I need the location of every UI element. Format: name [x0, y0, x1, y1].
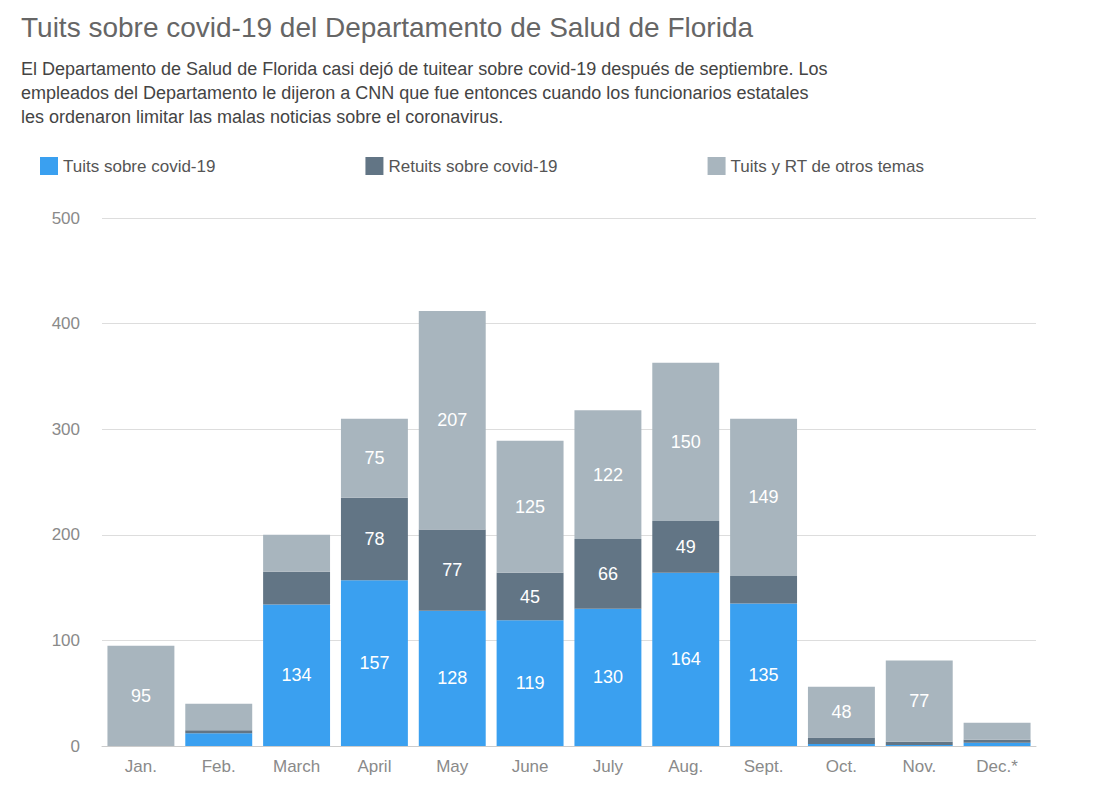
svg-text:Tuits sobre covid-19: Tuits sobre covid-19 [63, 157, 215, 176]
svg-text:May: May [436, 757, 469, 776]
svg-text:Dec.*: Dec.* [976, 757, 1018, 776]
svg-text:Feb.: Feb. [202, 757, 236, 776]
svg-text:Tuits sobre covid-19 del Depar: Tuits sobre covid-19 del Departamento de… [21, 12, 753, 43]
svg-text:45: 45 [520, 587, 540, 607]
svg-text:49: 49 [676, 537, 696, 557]
svg-text:empleados del Departamento le: empleados del Departamento le dijeron a … [21, 83, 808, 103]
svg-text:66: 66 [598, 564, 618, 584]
svg-text:June: June [512, 757, 549, 776]
svg-text:125: 125 [515, 497, 545, 517]
svg-text:128: 128 [437, 668, 467, 688]
svg-text:0: 0 [71, 737, 80, 756]
svg-text:Aug.: Aug. [668, 757, 703, 776]
svg-text:95: 95 [131, 686, 151, 706]
svg-text:135: 135 [749, 665, 779, 685]
svg-text:77: 77 [909, 691, 929, 711]
svg-text:Oct.: Oct. [826, 757, 857, 776]
svg-text:Retuits sobre covid-19: Retuits sobre covid-19 [388, 157, 557, 176]
svg-text:78: 78 [364, 529, 384, 549]
svg-text:April: April [357, 757, 391, 776]
svg-text:77: 77 [442, 560, 462, 580]
svg-text:El Departamento de Salud de Fl: El Departamento de Salud de Florida casi… [21, 59, 827, 79]
svg-text:Nov.: Nov. [902, 757, 936, 776]
svg-text:March: March [273, 757, 320, 776]
svg-text:les ordenaron limitar las mala: les ordenaron limitar las malas noticias… [21, 107, 503, 127]
svg-text:300: 300 [52, 420, 80, 439]
svg-text:400: 400 [52, 314, 80, 333]
svg-text:Tuits y RT de otros temas: Tuits y RT de otros temas [731, 157, 924, 176]
svg-text:149: 149 [749, 487, 779, 507]
svg-text:75: 75 [364, 448, 384, 468]
svg-text:100: 100 [52, 631, 80, 650]
svg-text:134: 134 [282, 665, 312, 685]
svg-text:157: 157 [359, 653, 389, 673]
svg-text:164: 164 [671, 649, 701, 669]
svg-text:500: 500 [52, 209, 80, 228]
svg-text:July: July [593, 757, 624, 776]
svg-text:Sept.: Sept. [744, 757, 784, 776]
svg-text:119: 119 [516, 673, 545, 693]
svg-text:207: 207 [437, 410, 467, 430]
svg-text:130: 130 [593, 667, 623, 687]
svg-text:Jan.: Jan. [125, 757, 157, 776]
svg-text:48: 48 [831, 702, 851, 722]
svg-text:150: 150 [671, 432, 701, 452]
svg-text:122: 122 [593, 465, 623, 485]
svg-text:200: 200 [52, 525, 80, 544]
